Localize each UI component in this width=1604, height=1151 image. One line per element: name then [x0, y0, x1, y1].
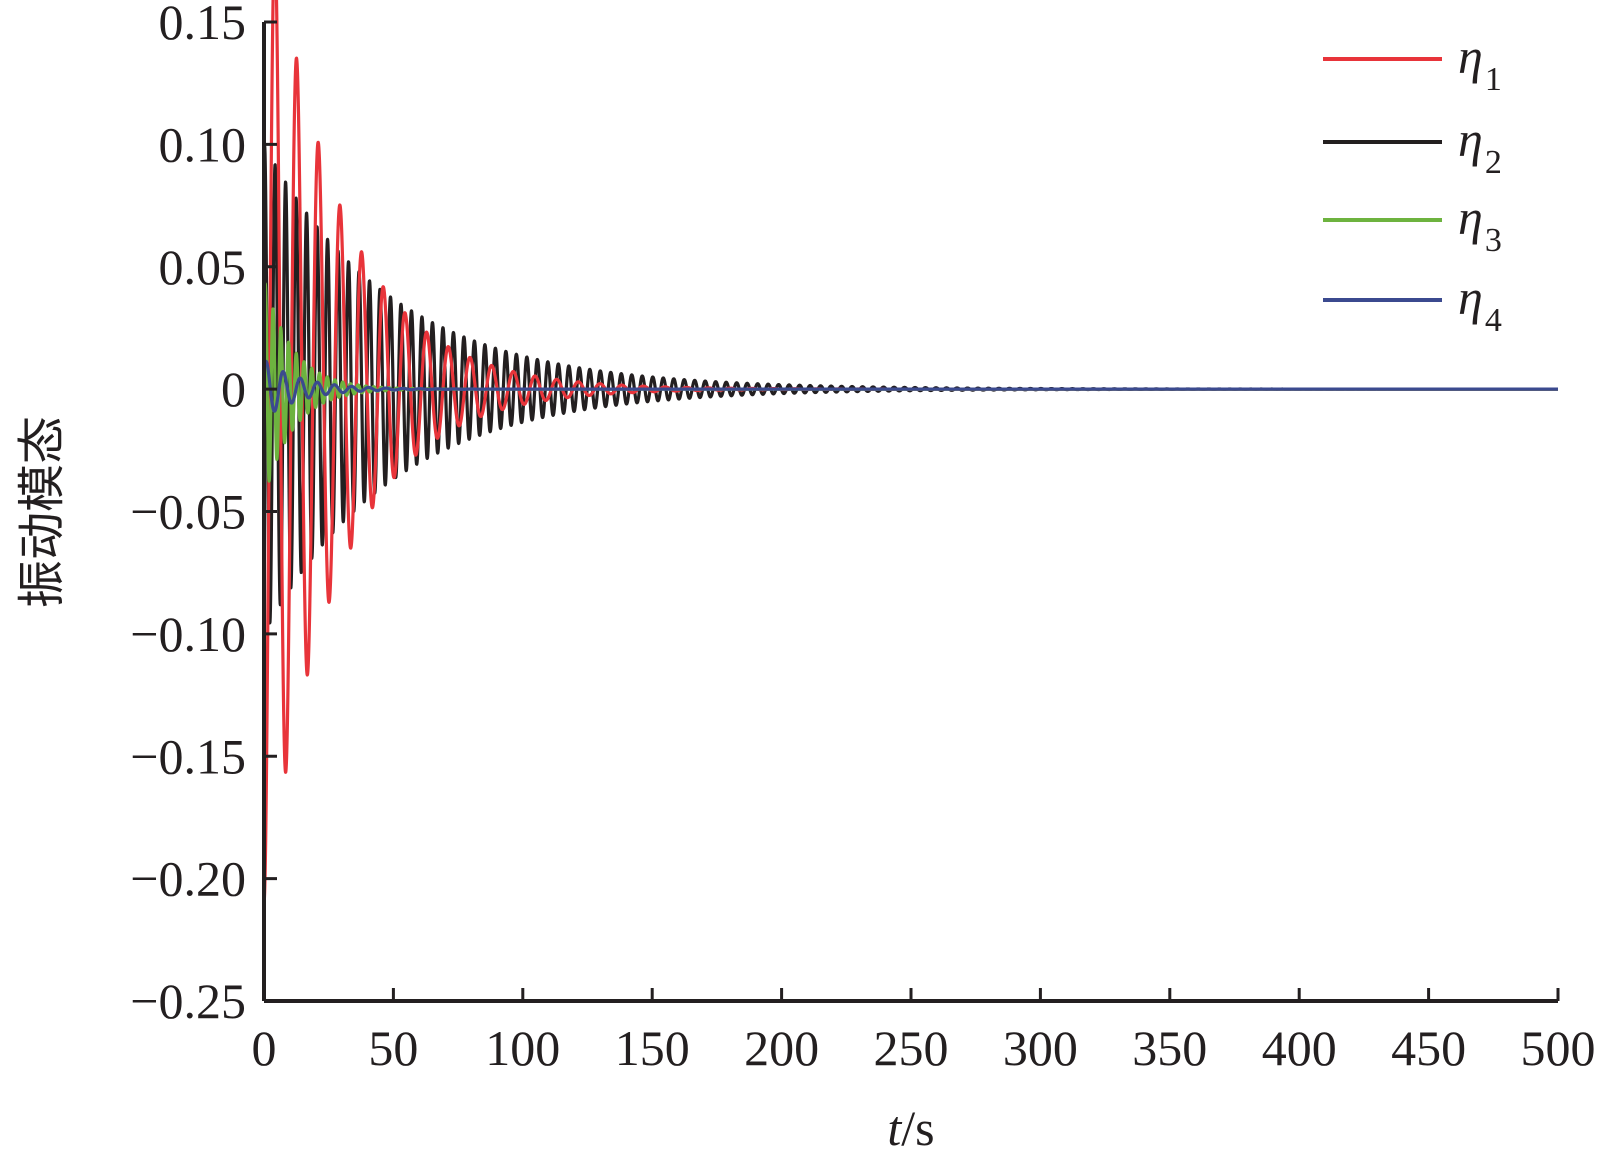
x-ticks: 0 50 100 150 200 250 300 350 400 450 500 — [252, 988, 1596, 1076]
y-tick-label: −0.05 — [130, 484, 246, 540]
x-tick-label: 450 — [1391, 1020, 1466, 1076]
legend-label-eta-3: η3 — [1458, 189, 1502, 259]
axes — [262, 22, 1558, 1003]
series-line-eta-1 — [262, 0, 1560, 904]
x-tick-label: 250 — [874, 1020, 949, 1076]
y-tick-label: 0.15 — [159, 0, 247, 50]
series-line-eta-4 — [262, 359, 1560, 413]
x-tick-label: 300 — [1003, 1020, 1078, 1076]
x-tick-label: 150 — [615, 1020, 690, 1076]
x-axis-title-var: t — [887, 1100, 902, 1151]
series-line-eta-2 — [262, 143, 1560, 625]
legend-label-eta-2: η2 — [1458, 111, 1502, 181]
legend-label-eta-4: η4 — [1458, 269, 1502, 339]
x-tick-label: 200 — [744, 1020, 819, 1076]
x-tick-label: 0 — [252, 1020, 277, 1076]
x-axis-title: t/s — [887, 1100, 934, 1151]
legend-label-eta-1: η1 — [1458, 28, 1502, 98]
x-tick-label: 100 — [485, 1020, 560, 1076]
series-line-eta-3 — [262, 282, 1560, 483]
y-tick-label: 0 — [221, 361, 246, 417]
y-tick-label: −0.20 — [130, 851, 246, 907]
x-tick-label: 350 — [1132, 1020, 1207, 1076]
x-tick-label: 400 — [1262, 1020, 1337, 1076]
y-axis-title: 振动模态 — [14, 416, 70, 608]
x-tick-label: 500 — [1521, 1020, 1596, 1076]
y-tick-label: −0.15 — [130, 728, 246, 784]
legend: η1 η2 η3 η4 — [1323, 28, 1502, 339]
x-tick-label: 50 — [368, 1020, 418, 1076]
y-tick-label: 0.05 — [159, 239, 247, 295]
plot-lines — [262, 0, 1560, 904]
y-tick-label: 0.10 — [159, 116, 247, 172]
y-tick-label: −0.10 — [130, 606, 246, 662]
y-tick-label: −0.25 — [130, 973, 246, 1029]
y-ticks: 0.15 0.10 0.05 0 −0.05 −0.10 −0.15 −0.20 −0.25 — [130, 0, 277, 1029]
x-axis-title-unit: /s — [901, 1100, 934, 1151]
